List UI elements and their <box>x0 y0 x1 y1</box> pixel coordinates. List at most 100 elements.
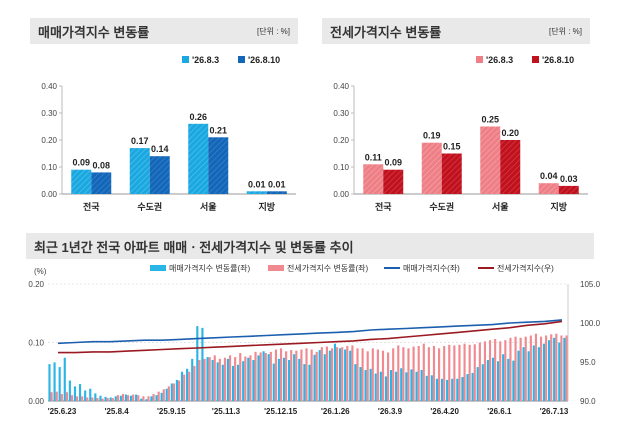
trend-sale-rate-bar <box>349 350 352 401</box>
trend-jeonse-rate-bar <box>244 356 247 401</box>
jeonse-panel-title: 전세가격지수 변동률 <box>330 25 442 40</box>
trend-sale-rate-bar <box>323 354 326 401</box>
trend-jeonse-rate-bar <box>121 393 125 401</box>
trend-legend-label: 전세가격지수(우) <box>497 263 554 273</box>
trend-jeonse-rate-bar <box>387 352 390 401</box>
sale-data-label: 0.01 <box>268 179 286 189</box>
trend-sale-rate-bar <box>277 358 280 401</box>
trend-sale-rate-bar <box>537 347 540 401</box>
trend-sale-rate-bar <box>226 358 229 401</box>
jeonse-chart: 0.00 0.10 0.20 0.30 0.40 0.110.09 전국 0.190.15 수도… <box>333 55 588 212</box>
trend-jeonse-rate-bar <box>478 342 481 401</box>
trend-sale-rate-bar <box>425 375 428 401</box>
trend-left-tick-label: 0.00 <box>28 397 44 406</box>
trend-right-tick-label: 100.0 <box>580 319 601 328</box>
trend-sale-rate-bar <box>145 399 148 401</box>
trend-jeonse-rate-bar <box>361 348 364 401</box>
trend-sale-rate-bar <box>491 357 495 401</box>
trend-x-tick-label: '26.7.13 <box>540 407 569 416</box>
trend-jeonse-rate-bar <box>279 348 283 401</box>
trend-jeonse-rate-bar <box>519 337 522 401</box>
trend-jeonse-rate-bar <box>269 351 272 401</box>
trend-jeonse-rate-bar <box>560 335 563 401</box>
trend-jeonse-rate-bar <box>468 344 471 401</box>
trend-sale-rate-bar <box>471 372 474 401</box>
trend-legend-label: 매매가격지수 변동률(좌) <box>169 263 250 273</box>
trend-sale-rate-bar <box>247 357 250 401</box>
trend-sale-rate-bar <box>140 398 143 401</box>
trend-jeonse-rate-bar <box>438 348 441 401</box>
trend-sale-rate-bar <box>150 396 153 401</box>
sale-y-tick-label: 0.30 <box>41 109 57 118</box>
trend-jeonse-rate-bar <box>422 343 425 401</box>
trend-jeonse-rate-bar <box>157 391 160 401</box>
trend-x-tick-label: '25.8.4 <box>105 407 130 416</box>
trend-sale-rate-bar <box>451 378 454 401</box>
trend-jeonse-rate-bar <box>392 348 395 401</box>
trend-sale-rate-bar <box>119 395 122 401</box>
trend-sale-rate-bar <box>563 337 566 401</box>
trend-sale-rate-bar <box>267 354 270 401</box>
trend-sale-rate-bar <box>211 360 214 401</box>
jeonse-data-label: 0.11 <box>365 152 382 162</box>
trend-jeonse-rate-bar <box>228 355 232 401</box>
sale-data-label: 0.09 <box>72 158 90 168</box>
trend-sale-rate-bar <box>308 364 311 401</box>
trend-chart: 0.00 0.10 0.20 90.0 95.0 100.0 105.0 (%) '25.6.2… <box>28 263 600 416</box>
jeonse-legend-label: '26.8.10 <box>542 55 574 65</box>
sale-category-label: 서울 <box>200 201 217 212</box>
trend-sale-rate-bar <box>124 394 128 401</box>
trend-jeonse-rate-bar <box>448 344 451 401</box>
trend-sale-rate-bar <box>288 360 291 401</box>
trend-sale-rate-bar <box>78 384 82 401</box>
sale-category-label: 지방 <box>258 201 275 212</box>
trend-jeonse-rate-bar <box>223 357 227 401</box>
trend-sale-rate-bar <box>282 357 286 401</box>
trend-sale-rate-bar <box>344 349 347 401</box>
trend-jeonse-rate-bar <box>198 360 201 401</box>
trend-sale-rate-bar <box>262 351 265 401</box>
trend-jeonse-rate-bar <box>264 353 267 401</box>
sale-panel-title: 매매가격지수 변동률 <box>38 25 150 40</box>
trend-sale-rate-bar <box>364 369 367 401</box>
trend-jeonse-rate-bar <box>330 348 334 401</box>
trend-jeonse-rate-bar <box>417 346 420 401</box>
trend-sale-rate-bar <box>252 360 255 401</box>
jeonse-y-tick-label: 0.10 <box>333 163 349 172</box>
trend-sale-rate-bar <box>135 394 138 401</box>
trend-jeonse-rate-bar <box>70 395 74 401</box>
trend-jeonse-rate-bar <box>402 347 405 401</box>
trend-jeonse-rate-bar <box>96 398 99 401</box>
trend-sale-rate-bar <box>379 371 382 401</box>
trend-jeonse-rate-bar <box>127 395 130 401</box>
sale-bar <box>188 123 209 194</box>
jeonse-data-label: 0.09 <box>384 158 402 168</box>
trend-jeonse-rate-bar <box>167 386 170 401</box>
trend-sale-rate-bar <box>242 361 245 401</box>
trend-jeonse-rate-bar <box>376 349 379 401</box>
trend-sale-rate-bar <box>354 364 357 401</box>
trend-sale-rate-bar <box>216 362 219 401</box>
trend-sale-rate-bar <box>542 343 546 401</box>
trend-jeonse-rate-bar <box>172 383 176 401</box>
trend-jeonse-rate-bar <box>458 344 461 401</box>
trend-sale-rate-bar <box>446 379 449 401</box>
trend-jeonse-rate-bar <box>483 341 487 401</box>
trend-jeonse-rate-bar <box>152 393 155 401</box>
sale-bar <box>129 148 150 194</box>
trend-jeonse-rate-bar <box>539 336 543 401</box>
trend-jeonse-rate-bar <box>203 358 206 401</box>
jeonse-bar <box>558 185 579 194</box>
trend-sale-rate-bar <box>89 388 92 401</box>
trend-jeonse-index-line <box>58 320 563 354</box>
trend-jeonse-rate-bar <box>249 355 252 401</box>
trend-right-tick-label: 90.0 <box>580 397 596 406</box>
trend-jeonse-rate-bar <box>86 397 89 401</box>
trend-sale-rate-bar <box>502 354 505 401</box>
jeonse-data-label: 0.20 <box>501 128 519 138</box>
trend-sale-rate-bar <box>522 347 525 401</box>
sale-legend-swatch <box>182 56 189 63</box>
trend-sale-rate-bar <box>517 350 520 401</box>
sale-bar <box>91 172 112 194</box>
